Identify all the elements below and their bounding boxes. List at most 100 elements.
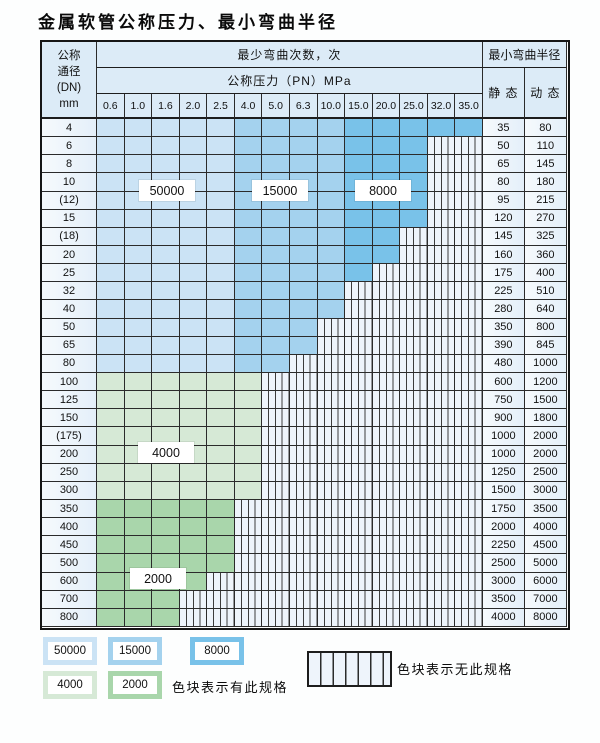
cycle-cell: [400, 137, 428, 156]
cycle-cell: [207, 209, 235, 228]
static-cell: 1250: [482, 463, 525, 482]
cycle-cell: [400, 318, 428, 337]
dynamic-cell: 1800: [524, 409, 567, 428]
cycle-cell: [400, 336, 428, 355]
dynamic-cell: 80: [524, 119, 567, 138]
pressure-tick: 2.0: [179, 94, 208, 119]
cycle-cell: [345, 554, 373, 573]
dn-cell: 450: [42, 536, 97, 555]
cycle-cell: [124, 536, 153, 555]
cycle-cell: [179, 137, 208, 156]
cycle-cell: [289, 554, 318, 573]
cycle-cell: [97, 264, 125, 283]
cycle-cell: [207, 590, 235, 609]
cycle-cell: [152, 137, 180, 156]
cycle-cell: [97, 209, 125, 228]
cycle-cell: [400, 608, 428, 627]
cycle-cell: [345, 282, 373, 301]
cycle-cell: [455, 227, 483, 246]
cycle-cell: [124, 372, 153, 392]
static-header: 静 态: [482, 68, 525, 119]
cycle-cell: [289, 227, 318, 246]
cycle-cell: [124, 336, 153, 355]
pressure-tick: 32.0: [427, 94, 456, 119]
cycle-cell: [97, 481, 125, 500]
legend-no-spec-hatch: [307, 651, 392, 687]
cycle-cell: [124, 119, 153, 138]
cycle-cell: [455, 572, 483, 591]
static-cell: 2250: [482, 536, 525, 555]
cycle-cell: [372, 554, 401, 573]
dynamic-cell: 180: [524, 173, 567, 192]
static-cell: 600: [482, 372, 525, 392]
cycle-cell: [317, 481, 346, 500]
cycle-cell: [455, 191, 483, 210]
dynamic-cell: 7000: [524, 590, 567, 609]
cycles-header: 最少弯曲次数，次: [97, 42, 483, 68]
cycle-cell: [262, 155, 290, 174]
cycle-cell: [427, 282, 456, 301]
cycle-cell: [400, 209, 428, 228]
cycle-cell: [152, 300, 180, 319]
cycle-cell: [372, 227, 401, 246]
dynamic-cell: 1000: [524, 354, 567, 373]
static-cell: 1750: [482, 499, 525, 519]
dn-cell: 6: [42, 137, 97, 156]
cycle-cell: [124, 300, 153, 319]
cycle-cell: [427, 227, 456, 246]
cycle-cell: [179, 318, 208, 337]
dn-cell: 400: [42, 518, 97, 537]
cycle-cell: [207, 318, 235, 337]
cycle-cell: [455, 245, 483, 265]
cycle-cell: [179, 608, 208, 627]
cycle-cell: [345, 300, 373, 319]
cycle-cell: [400, 300, 428, 319]
cycle-cell: [97, 155, 125, 174]
cycle-cell: [289, 409, 318, 428]
cycle-cell: [207, 572, 235, 591]
cycle-cell: [262, 245, 290, 265]
cycle-cell: [152, 518, 180, 537]
cycle-cell: [345, 209, 373, 228]
cycle-cell: [207, 227, 235, 246]
cycle-cell: [400, 391, 428, 410]
cycle-cell: [124, 481, 153, 500]
dynamic-cell: 4000: [524, 518, 567, 537]
cycle-cell: [97, 572, 125, 591]
dynamic-cell: 845: [524, 336, 567, 355]
cycle-cell: [427, 391, 456, 410]
cycle-cell: [97, 499, 125, 519]
cycle-cell: [262, 119, 290, 138]
cycle-cell: [317, 354, 346, 373]
cycle-cell: [152, 245, 180, 265]
cycle-cell: [289, 608, 318, 627]
cycle-cell: [345, 318, 373, 337]
legend-swatch-label: 50000: [48, 642, 92, 660]
cycle-cell: [289, 481, 318, 500]
cycle-cell: [97, 282, 125, 301]
dynamic-cell: 8000: [524, 608, 567, 627]
dn-cell: 50: [42, 318, 97, 337]
cycle-cell: [234, 137, 263, 156]
dn-cell: 700: [42, 590, 97, 609]
cycle-cell: [317, 264, 346, 283]
dynamic-cell: 510: [524, 282, 567, 301]
cycle-cell: [234, 300, 263, 319]
cycle-cell: [152, 282, 180, 301]
cycle-cell: [207, 536, 235, 555]
cycle-cell: [207, 264, 235, 283]
cycle-cell: [427, 518, 456, 537]
cycle-cell: [207, 427, 235, 446]
cycle-cell: [179, 354, 208, 373]
cycle-cell: [234, 463, 263, 482]
cycle-cell: [289, 209, 318, 228]
cycle-cell: [124, 264, 153, 283]
cycle-cell: [427, 119, 456, 138]
cycle-cell: [345, 336, 373, 355]
legend-swatch-8000: 8000: [190, 637, 244, 665]
cycle-cell: [97, 245, 125, 265]
cycle-cell: [289, 245, 318, 265]
cycle-cell: [152, 209, 180, 228]
cycle-cell: [234, 554, 263, 573]
